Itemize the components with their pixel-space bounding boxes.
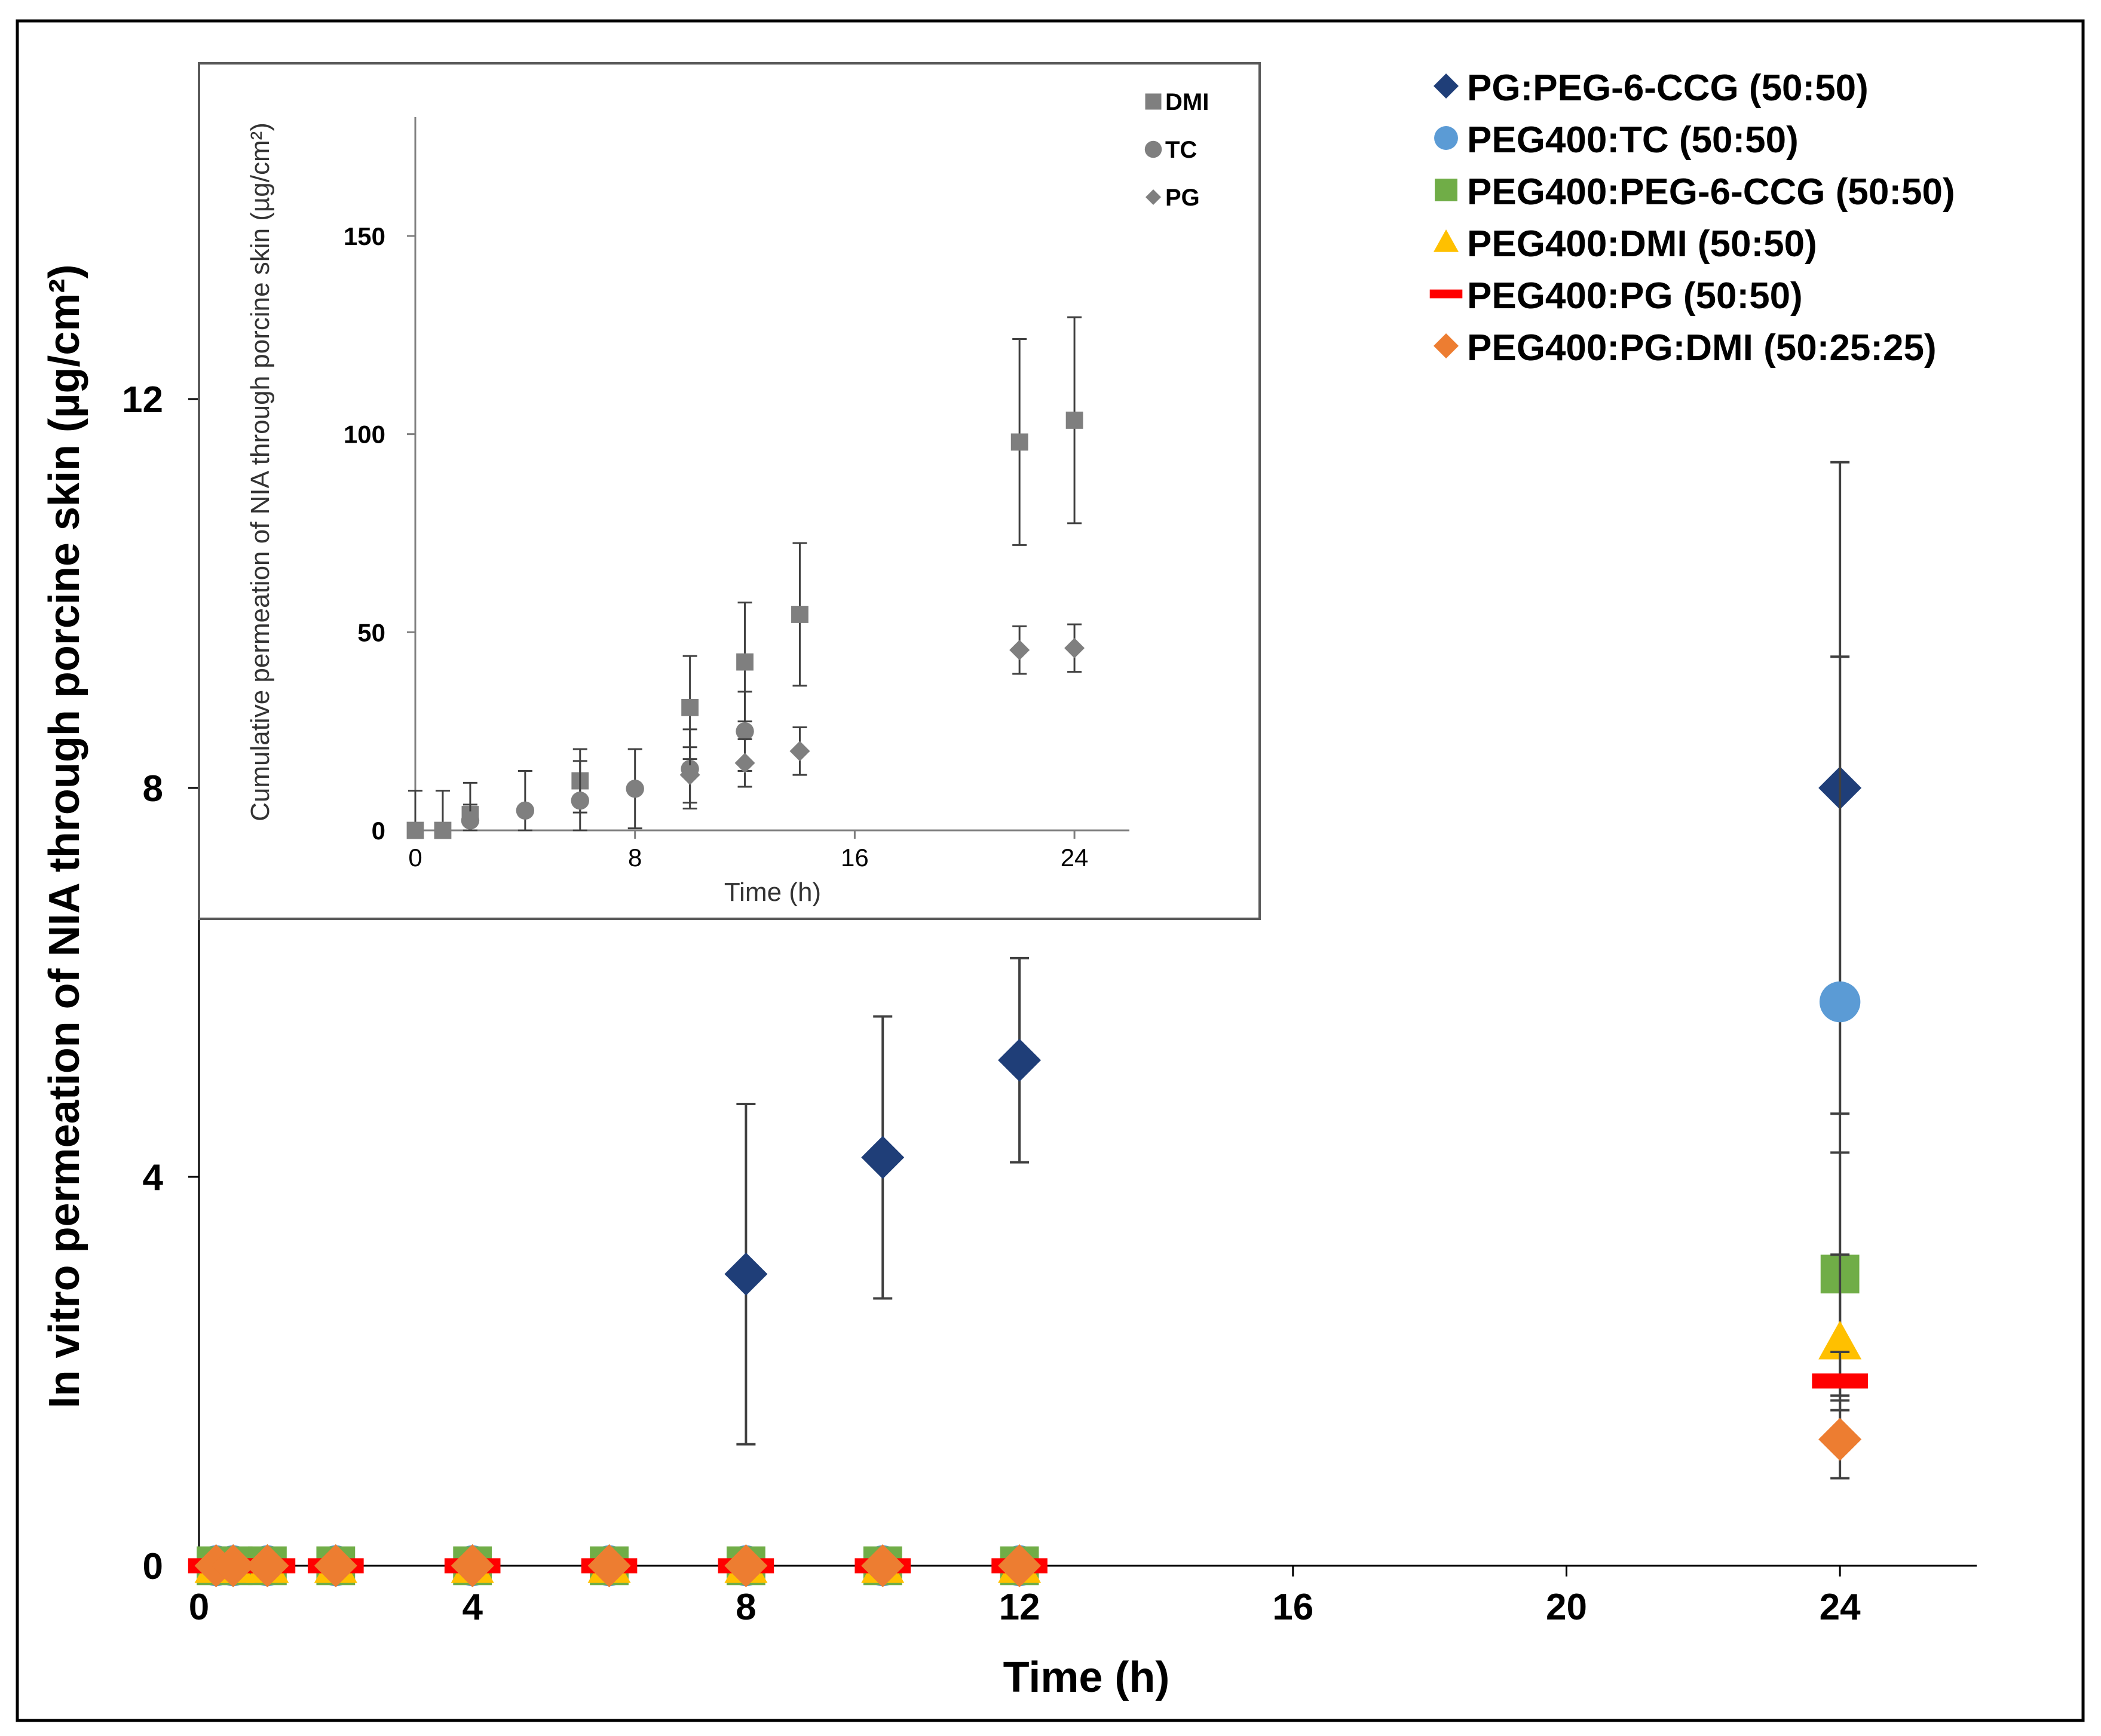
inset-legend: DMI TC PG (1144, 89, 1209, 211)
legend-label: PEG400:PG:DMI (50:25:25) (1467, 327, 1937, 369)
inset-legend-marker-tc (1144, 140, 1162, 158)
main-x-tick-label: 16 (1272, 1587, 1313, 1628)
inset-y-tick-label: 50 (357, 618, 385, 646)
data-point (246, 1544, 289, 1587)
main-x-tick-label: 4 (462, 1587, 483, 1628)
inset-data-point (679, 765, 700, 786)
main-legend: PG:PEG-6-CCG (50:50) PEG400:TC (50:50) PEG… (1429, 68, 1955, 369)
inset-data-point (406, 821, 424, 839)
inset-data-point (434, 821, 452, 839)
data-point (314, 1544, 357, 1587)
inset-legend-marker-dmi (1145, 93, 1162, 110)
data-point (587, 1544, 631, 1587)
inset-chart: 0 8 16 24 0 50 100 150 Time (h) Cumulative perm… (198, 62, 1261, 920)
inset-frame (198, 62, 1261, 920)
main-x-tick-label: 20 (1546, 1587, 1587, 1628)
inset-data-point (626, 780, 644, 798)
inset-x-tick-label: 0 (408, 844, 422, 872)
inset-legend-label: DMI (1165, 89, 1209, 115)
inset-data-point (791, 606, 808, 623)
main-y-tick-label: 0 (143, 1546, 163, 1587)
inset-legend-marker-pg (1146, 189, 1161, 205)
inset-data-point (734, 753, 755, 774)
legend-marker-peg400-pg-dmi-50-25-25 (1434, 333, 1459, 358)
inset-data-point (789, 741, 810, 762)
inset-data-point (1009, 640, 1030, 661)
main-x-tick-label: 24 (1820, 1587, 1861, 1628)
inset-data-point (516, 801, 535, 820)
legend-marker-peg400-dmi-50-50 (1434, 229, 1459, 252)
data-point (212, 1544, 255, 1587)
data-point (1818, 1320, 1862, 1360)
data-point (1812, 1373, 1868, 1389)
inset-series-tc (461, 691, 754, 832)
main-y-tick-label: 12 (122, 379, 163, 421)
legend-marker-peg400-tc-50-50 (1434, 126, 1458, 150)
main-tick-labels: 0 4 8 12 16 20 24 0 4 8 12 (122, 379, 1861, 1628)
main-series-layer (188, 461, 1868, 1587)
inset-data-point (736, 653, 754, 671)
legend-label: PG:PEG-6-CCG (50:50) (1467, 68, 1869, 109)
inset-legend-label: TC (1165, 137, 1197, 163)
series-peg400-pg-dmi-50-25-25 (194, 1399, 1862, 1587)
inset-series-layer (406, 316, 1085, 839)
main-x-axis-label: Time (h) (1003, 1654, 1170, 1701)
legend-label: PEG400:PEG-6-CCG (50:50) (1467, 171, 1955, 213)
data-point (1818, 1418, 1862, 1461)
main-x-tick-label: 8 (736, 1587, 756, 1628)
inset-x-tick-label: 16 (841, 844, 869, 872)
inset-tick-labels: 0 8 16 24 0 50 100 150 (344, 222, 1089, 872)
legend-label: PEG400:PG (50:50) (1467, 275, 1803, 317)
data-point (998, 1544, 1042, 1587)
legend-marker-peg400-peg-6-ccg-50-50 (1435, 179, 1457, 201)
inset-y-tick-label: 150 (344, 222, 385, 250)
data-point (724, 1544, 768, 1587)
main-y-tick-label: 4 (143, 1157, 164, 1198)
legend-label: PEG400:DMI (50:50) (1467, 223, 1817, 265)
inset-y-tick-label: 0 (372, 817, 385, 845)
inset-y-axis-label: Cumulative permeation of NIA through por… (246, 122, 275, 821)
data-point (998, 1038, 1042, 1082)
inset-data-point (1065, 412, 1083, 429)
inset-data-point (681, 698, 699, 716)
legend-marker-pg-peg-6-ccg-50-50 (1434, 73, 1459, 99)
inset-y-tick-label: 100 (344, 421, 385, 449)
main-x-tick-label: 0 (189, 1587, 209, 1628)
inset-x-axis-label: Time (h) (724, 878, 821, 907)
inset-legend-label: PG (1165, 185, 1200, 211)
main-y-axis-label: In vitro permeation of NIA through porci… (41, 265, 88, 1409)
data-point (861, 1136, 905, 1179)
legend-label: PEG400:TC (50:50) (1467, 119, 1799, 161)
inset-data-point (461, 811, 480, 830)
inset-series-pg (679, 623, 1085, 804)
main-y-tick-label: 8 (143, 768, 163, 809)
data-point (861, 1544, 905, 1587)
inset-x-tick-label: 24 (1061, 844, 1089, 872)
data-point (1819, 981, 1861, 1023)
inset-data-point (1010, 433, 1028, 451)
data-point (451, 1544, 494, 1587)
inset-data-point (736, 722, 754, 741)
inset-x-tick-label: 8 (628, 844, 642, 872)
legend-marker-peg400-pg-50-50 (1429, 289, 1463, 299)
inset-data-point (571, 792, 589, 810)
inset-data-point (1064, 637, 1085, 658)
data-point (724, 1252, 768, 1296)
main-x-tick-label: 12 (999, 1587, 1040, 1628)
main-chart: 0 4 8 12 16 20 24 0 4 8 12 Time (h) In vitro perme… (41, 68, 1977, 1701)
